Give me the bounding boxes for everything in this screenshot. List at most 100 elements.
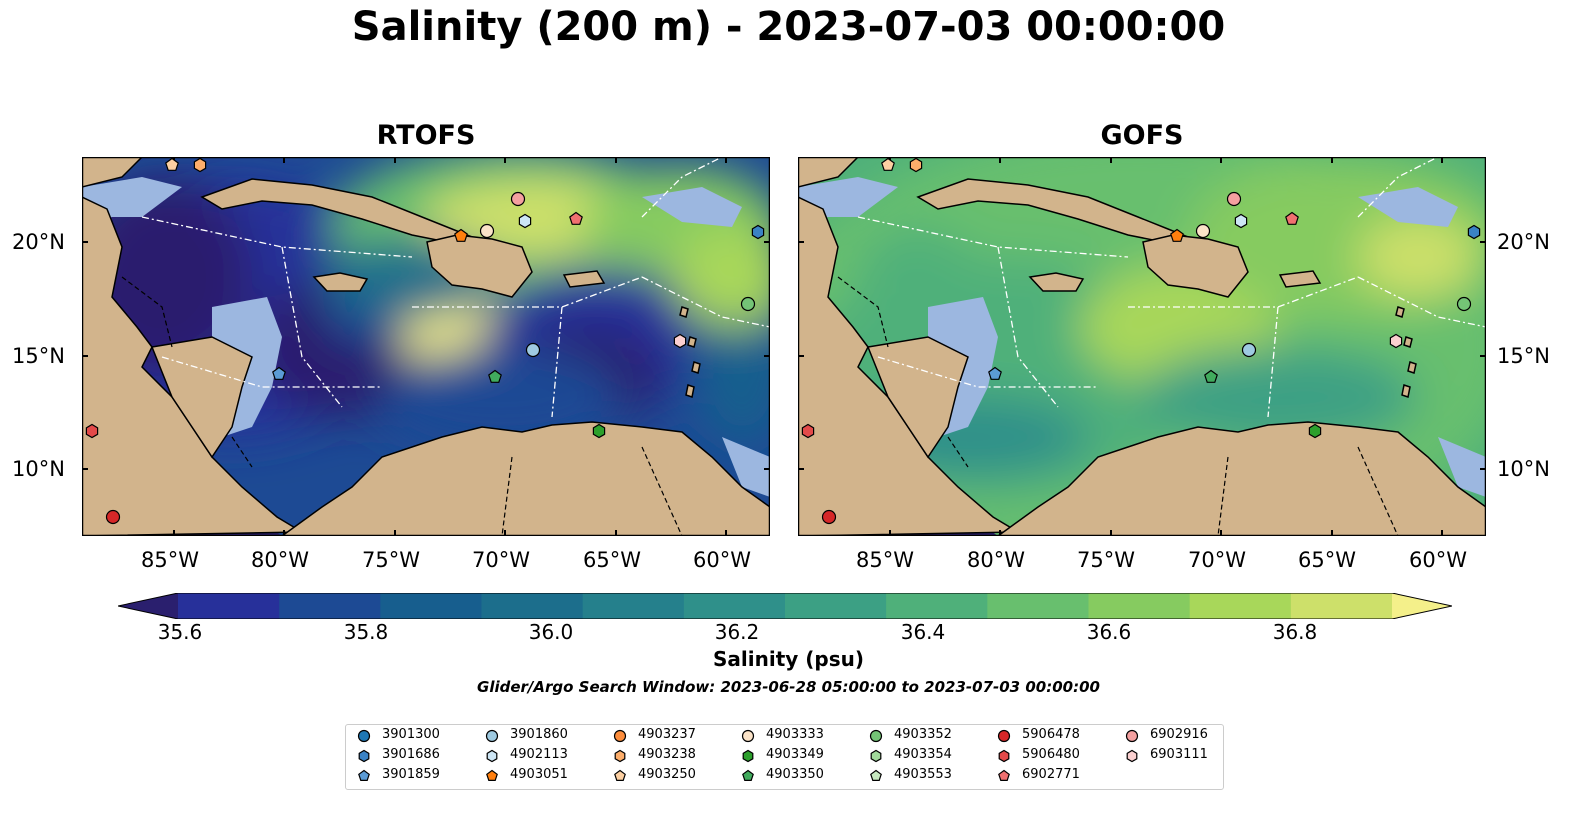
float-marker	[592, 423, 606, 439]
circle-marker-icon	[613, 729, 627, 743]
legend-label: 5906478	[1022, 727, 1080, 742]
eez-boundary	[551, 306, 563, 418]
hexagon-marker-icon	[998, 749, 1010, 763]
country-border	[947, 436, 969, 468]
legend-label: 4903352	[894, 727, 952, 742]
land-mass	[866, 336, 969, 459]
legend-marker	[486, 769, 498, 781]
float-marker	[569, 211, 583, 225]
hexagon-marker-icon	[1126, 749, 1138, 763]
shelf-area	[1438, 437, 1486, 497]
colorbar-tick: 36.4	[900, 620, 946, 644]
hexagon-marker-icon	[742, 749, 754, 763]
eez-boundary	[161, 356, 382, 388]
salinity-field	[382, 347, 622, 447]
colorbar-extend-max	[1392, 593, 1452, 619]
circle-marker-icon	[997, 729, 1011, 743]
land-mass	[1278, 270, 1322, 288]
eez-boundary	[641, 276, 770, 328]
land-mass	[691, 361, 701, 374]
shelf-area	[1358, 187, 1458, 227]
legend-marker	[869, 729, 883, 743]
eez-boundary	[997, 246, 1059, 408]
float-marker	[479, 223, 495, 239]
x-tick-label: 60°W	[693, 548, 751, 572]
salinity-field	[858, 227, 978, 327]
float-marker	[1195, 223, 1211, 239]
eez-boundary	[281, 246, 343, 408]
legend-label: 4903349	[766, 747, 824, 762]
x-tick-label: 70°W	[1188, 548, 1246, 572]
x-tick-label: 80°W	[967, 548, 1025, 572]
pentagon-marker-icon	[998, 769, 1010, 781]
legend-marker	[997, 729, 1011, 743]
map-frame	[82, 157, 770, 536]
legend-marker	[485, 729, 499, 743]
pentagon-marker-icon	[614, 769, 626, 781]
float-marker	[801, 423, 815, 439]
land-mass	[1403, 336, 1413, 348]
shelf-area	[642, 187, 742, 227]
legend-marker	[357, 729, 371, 743]
salinity-field	[1358, 217, 1478, 297]
panel-title-gofs: GOFS	[1100, 120, 1184, 151]
pentagon-marker-icon	[358, 769, 370, 781]
legend-label: 3901300	[382, 727, 440, 742]
hexagon-marker-icon	[486, 749, 498, 763]
pentagon-marker-icon	[742, 769, 754, 781]
legend-label: 6903111	[1150, 747, 1208, 762]
float-marker	[1204, 369, 1218, 383]
legend-label: 5906480	[1022, 747, 1080, 762]
x-tick-label: 85°W	[141, 548, 199, 572]
legend-marker	[998, 749, 1010, 763]
legend-marker	[614, 749, 626, 763]
land-mass	[562, 270, 606, 288]
float-marker	[988, 366, 1002, 380]
country-border	[501, 456, 513, 536]
float-marker	[1170, 228, 1184, 242]
map-frame	[798, 157, 1486, 536]
float-marker	[510, 191, 526, 207]
country-border	[641, 446, 683, 536]
circle-marker-icon	[869, 729, 883, 743]
y-tick-label: 15°N	[1497, 344, 1550, 368]
colorbar-tick: 36.8	[1272, 620, 1318, 644]
legend-marker	[358, 769, 370, 781]
float-marker	[1285, 211, 1299, 225]
float-marker	[1226, 191, 1242, 207]
y-tick-label: 20°N	[1497, 230, 1550, 254]
legend-marker	[742, 749, 754, 763]
float-marker	[454, 228, 468, 242]
land-mass	[1395, 306, 1405, 318]
float-marker	[1467, 224, 1481, 240]
country-border	[231, 436, 253, 468]
colorbar-tick: 36.6	[1086, 620, 1132, 644]
gofs-map	[798, 157, 1486, 536]
land-mass	[280, 421, 770, 536]
circle-marker-icon	[485, 729, 499, 743]
land-mass	[798, 157, 860, 188]
colorbar-segment	[785, 593, 887, 619]
eez-boundary	[857, 216, 1129, 258]
colorbar-label: Salinity (psu)	[712, 647, 864, 671]
legend-marker	[998, 769, 1010, 781]
y-tick-label: 10°N	[1497, 457, 1550, 481]
colorbar-segment	[886, 593, 988, 619]
eez-boundary	[1267, 306, 1279, 418]
colorbar-segment	[481, 593, 584, 619]
legend-marker	[1126, 749, 1138, 763]
legend-label: 6902771	[1022, 767, 1080, 782]
legend-marker	[486, 749, 498, 763]
country-border	[1357, 446, 1399, 536]
colorbar-segment	[279, 593, 381, 619]
legend-label: 4903553	[894, 767, 952, 782]
search-window-text: Glider/Argo Search Window: 2023-06-28 05…	[477, 678, 1100, 696]
float-marker	[1241, 342, 1257, 358]
legend-label: 4903333	[766, 727, 824, 742]
panel-title-rtofs: RTOFS	[376, 120, 476, 151]
float-marker	[909, 157, 923, 173]
legend-label: 4903250	[638, 767, 696, 782]
legend-marker	[614, 769, 626, 781]
land-mass	[685, 384, 695, 398]
land-mass	[679, 306, 689, 318]
